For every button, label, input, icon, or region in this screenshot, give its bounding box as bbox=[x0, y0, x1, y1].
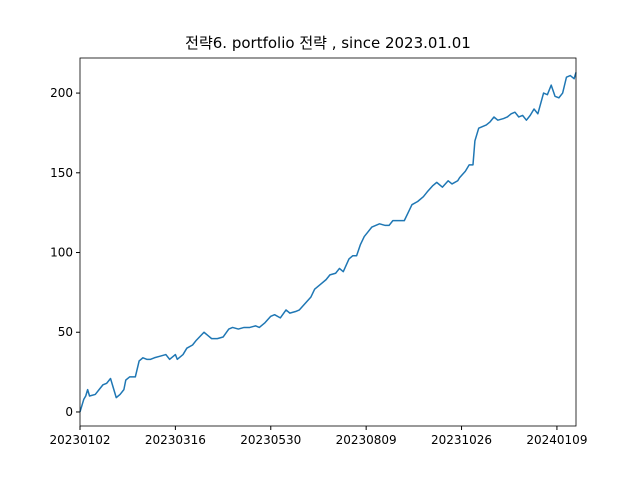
x-tick-label: 20230809 bbox=[336, 433, 397, 447]
y-tick-label: 50 bbox=[58, 325, 73, 339]
y-tick-label: 150 bbox=[50, 166, 73, 180]
x-tick-label: 20231026 bbox=[431, 433, 492, 447]
y-tick-label: 200 bbox=[50, 86, 73, 100]
x-tick-label: 20240109 bbox=[526, 433, 587, 447]
plot-frame bbox=[79, 57, 577, 427]
x-tick-label: 20230530 bbox=[240, 433, 301, 447]
x-tick-label: 20230102 bbox=[49, 433, 110, 447]
y-tick-label: 0 bbox=[65, 405, 73, 419]
x-tick-label: 20230316 bbox=[145, 433, 206, 447]
y-tick-label: 100 bbox=[50, 246, 73, 260]
line-series bbox=[79, 72, 577, 413]
chart-title: 전략6. portfolio 전략 , since 2023.01.01 bbox=[185, 34, 471, 52]
